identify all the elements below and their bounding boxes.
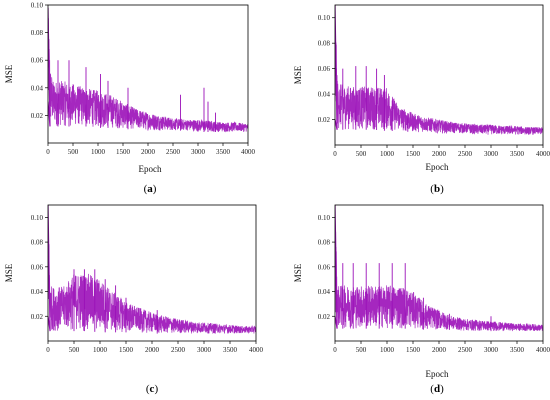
- x-tick-label: 1500: [119, 346, 134, 354]
- x-tick-label: 3000: [484, 150, 499, 158]
- initial-spike: [48, 205, 51, 332]
- x-tick-label: 2000: [432, 150, 447, 158]
- y-tick-label: 0.10: [31, 2, 44, 10]
- x-tick-label: 2000: [141, 148, 156, 156]
- y-tick-label: 0.06: [318, 263, 331, 271]
- y-tick-label: 0.06: [31, 57, 44, 65]
- series-noise: [48, 238, 256, 335]
- panel-label: (a): [144, 183, 157, 195]
- series-noise: [335, 219, 543, 332]
- x-tick-label: 4000: [241, 148, 256, 156]
- series-line: [48, 7, 248, 133]
- x-axis-label: Epoch: [426, 369, 449, 379]
- x-tick-label: 1000: [380, 346, 395, 354]
- series-noise: [48, 18, 248, 133]
- x-tick-label: 3500: [510, 346, 525, 354]
- series-line: [335, 205, 543, 332]
- x-tick-label: 0: [333, 346, 337, 354]
- series-line: [48, 205, 256, 335]
- y-tick-label: 0.06: [318, 65, 331, 73]
- y-tick-label: 0.04: [318, 91, 331, 99]
- x-tick-label: 0: [46, 148, 50, 156]
- x-tick-label: 1000: [93, 346, 108, 354]
- y-axis-label: MSE: [293, 65, 303, 84]
- x-axis-label: Epoch: [426, 162, 449, 172]
- x-tick-label: 0: [333, 150, 337, 158]
- y-tick-label: 0.02: [31, 112, 44, 120]
- y-tick-label: 0.10: [318, 14, 331, 22]
- x-tick-label: 500: [68, 148, 79, 156]
- chart-panel-b: 0 500 1000 1500 2000 2500 3000 3500 4000 0.02 0.04…: [293, 4, 550, 195]
- chart-panel-a: 0 500 1000 1500 2000 2500 3000 3500 4000 0.02 0.04…: [4, 2, 256, 196]
- y-tick-label: 0.02: [31, 313, 44, 321]
- chart-panel-d: 0 500 1000 1500 2000 2500 3000 3500 4000 0.02 0.04…: [293, 204, 550, 395]
- y-tick-label: 0.08: [31, 29, 44, 37]
- series-line: [335, 5, 543, 135]
- panel-label: (c): [146, 383, 159, 395]
- x-tick-label: 2500: [458, 346, 473, 354]
- x-tick-label: 1500: [116, 148, 131, 156]
- initial-spike: [335, 5, 338, 130]
- x-tick-label: 2000: [432, 346, 447, 354]
- x-tick-label: 2500: [171, 346, 186, 354]
- x-tick-label: 3500: [223, 346, 238, 354]
- y-axis-label: MSE: [293, 263, 303, 282]
- y-tick-label: 0.06: [31, 263, 44, 271]
- chart-panel-c: 0 500 1000 1500 2000 2500 3000 3500 4000 0.02 0.04…: [4, 204, 264, 395]
- x-tick-label: 3500: [510, 150, 525, 158]
- x-tick-label: 2000: [145, 346, 160, 354]
- y-tick-label: 0.02: [318, 313, 331, 321]
- panel-label: (d): [430, 383, 444, 395]
- x-tick-label: 1000: [91, 148, 106, 156]
- initial-spike: [48, 7, 51, 127]
- y-tick-label: 0.08: [318, 239, 331, 247]
- x-tick-label: 2500: [458, 150, 473, 158]
- x-tick-label: 3000: [191, 148, 206, 156]
- y-axis-label: MSE: [4, 64, 14, 83]
- x-tick-label: 3000: [484, 346, 499, 354]
- y-tick-label: 0.08: [318, 40, 331, 48]
- x-tick-label: 1500: [406, 150, 421, 158]
- initial-spike: [335, 205, 338, 329]
- x-tick-label: 0: [46, 346, 50, 354]
- x-tick-label: 500: [69, 346, 80, 354]
- x-axis-label: Epoch: [139, 164, 162, 174]
- panel-label: (b): [430, 183, 444, 195]
- y-tick-label: 0.04: [31, 288, 44, 296]
- series-noise: [335, 28, 543, 135]
- x-tick-label: 1000: [380, 150, 395, 158]
- x-tick-label: 4000: [536, 346, 550, 354]
- x-tick-label: 2500: [166, 148, 181, 156]
- x-tick-label: 3000: [197, 346, 212, 354]
- x-tick-label: 4000: [249, 346, 264, 354]
- x-tick-label: 3500: [216, 148, 231, 156]
- y-tick-label: 0.02: [318, 116, 331, 124]
- y-tick-label: 0.04: [31, 84, 44, 92]
- y-tick-label: 0.08: [31, 239, 44, 247]
- x-tick-label: 500: [356, 346, 367, 354]
- y-tick-label: 0.10: [318, 214, 331, 222]
- x-tick-label: 500: [356, 150, 367, 158]
- y-tick-label: 0.10: [31, 214, 44, 222]
- y-tick-label: 0.04: [318, 288, 331, 296]
- x-tick-label: 4000: [536, 150, 550, 158]
- y-axis-label: MSE: [4, 263, 14, 282]
- x-tick-label: 1500: [406, 346, 421, 354]
